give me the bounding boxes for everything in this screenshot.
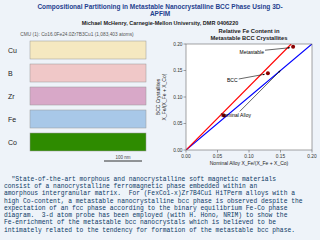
y-axis-label: BCC CrystallitesX_Fe/(X_Fe + X_Co) bbox=[155, 73, 167, 120]
element-bar bbox=[30, 87, 146, 105]
y-tick-label: 0.10 bbox=[173, 95, 183, 100]
chart-title: Relative Fe Content inMetastable BCC Cry… bbox=[211, 28, 288, 41]
y-tick-label: 0.20 bbox=[173, 42, 183, 47]
y-tick bbox=[184, 44, 187, 45]
plot-area bbox=[186, 44, 312, 150]
element-map: CMU (1): Co16.0Fe24.0Zr7B3Cu1 (1,083,403… bbox=[8, 32, 146, 161]
bottom-text-line: diagram. 3-d atom probe has been employe… bbox=[4, 212, 288, 219]
x-tick-label: 0.00 bbox=[181, 154, 191, 159]
y-tick-label: 0.05 bbox=[173, 121, 183, 126]
y-tick-label: 0.00 bbox=[173, 148, 183, 153]
scale-bar-label: 100 nm bbox=[115, 155, 130, 160]
scale-bar bbox=[104, 161, 142, 162]
annotation-arrow bbox=[265, 48, 290, 51]
x-tick bbox=[312, 150, 313, 153]
title-line: APFIM bbox=[150, 10, 170, 17]
bottom-text-line: amorphous intergranular matrix. For (Fex… bbox=[4, 190, 295, 197]
scatter-point bbox=[266, 71, 270, 75]
y-tick bbox=[184, 97, 187, 98]
x-tick-label: 0.10 bbox=[244, 154, 254, 159]
x-tick-label: 0.05 bbox=[213, 154, 223, 159]
series-line bbox=[186, 44, 291, 150]
element-label: Cu bbox=[8, 47, 17, 54]
chart-title-line: Metastable BCC Crystallites bbox=[211, 35, 288, 41]
x-tick bbox=[217, 150, 218, 153]
x-tick bbox=[280, 150, 281, 153]
annotation: Nominal Alloy bbox=[221, 112, 252, 118]
subtitle: Michael McHenry, Carnegie-Mellon Univers… bbox=[82, 20, 239, 26]
bottom-text-line: intimately related to the tendency for f… bbox=[4, 227, 295, 234]
bottom-text-line: high Co-content, a metastable nanocrysta… bbox=[4, 198, 303, 205]
chart-title-line: Relative Fe Content in bbox=[219, 28, 280, 34]
bottom-text: "State-of-the-art morphous and nanocryst… bbox=[4, 176, 303, 234]
data bbox=[186, 44, 312, 150]
annotation: BCC bbox=[227, 77, 238, 83]
page: Compositional Partitioning in Metastable… bbox=[0, 0, 320, 240]
element-bar bbox=[30, 41, 146, 59]
element-bar bbox=[30, 64, 146, 82]
annotation-arrow bbox=[239, 74, 265, 79]
bottom-text-line: Fe-enrichment of the metastable bcc nano… bbox=[4, 219, 276, 226]
element-bar bbox=[30, 110, 146, 128]
series-line bbox=[186, 44, 312, 150]
y-tick bbox=[184, 70, 187, 71]
y-tick-label: 0.15 bbox=[173, 68, 183, 73]
chart: Relative Fe Content inMetastable BCC Cry… bbox=[155, 28, 317, 166]
x-axis-label: Nominal Alloy X_Fe/(X_Fe + X_Co) bbox=[210, 160, 289, 166]
y-tick bbox=[184, 123, 187, 124]
y-tick bbox=[184, 150, 187, 151]
title: Compositional Partitioning in Metastable… bbox=[37, 3, 282, 17]
plot-frame bbox=[186, 44, 312, 150]
element-label: Co bbox=[8, 139, 17, 146]
element-label: Fe bbox=[8, 116, 16, 123]
element-label: B bbox=[8, 70, 13, 77]
annotation: Metastable bbox=[240, 49, 265, 55]
background bbox=[0, 0, 320, 240]
x-tick bbox=[249, 150, 250, 153]
x-tick-label: 0.20 bbox=[307, 154, 317, 159]
scatter-point bbox=[291, 45, 295, 49]
element-bar bbox=[30, 133, 146, 151]
element-label: Zr bbox=[8, 93, 15, 100]
x-tick bbox=[186, 150, 187, 153]
bottom-text-line: consist of a nanocrystalline ferromagnet… bbox=[4, 183, 257, 190]
element-map-title: CMU (1): Co16.0Fe24.0Zr7B3Cu1 (1,083,403… bbox=[20, 32, 134, 37]
bottom-text-line: "State-of-the-art morphous and nanocryst… bbox=[4, 176, 276, 183]
subtitle-line: Michael McHenry, Carnegie-Mellon Univers… bbox=[82, 20, 239, 26]
annotation-arrow bbox=[240, 71, 281, 112]
bottom-text-line: expectation of an fcc phase according to… bbox=[4, 205, 288, 212]
y-axis-label-line: X_Fe/(X_Fe + X_Co) bbox=[161, 73, 167, 120]
x-tick-label: 0.15 bbox=[276, 154, 286, 159]
